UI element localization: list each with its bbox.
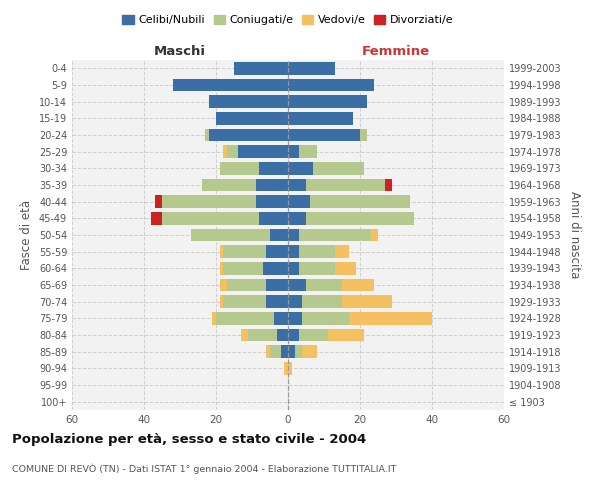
Bar <box>223 296 266 308</box>
Bar <box>209 96 288 108</box>
Bar <box>288 112 353 124</box>
Bar <box>266 296 288 308</box>
Bar <box>270 229 288 241</box>
Bar <box>263 262 288 274</box>
Bar <box>349 312 432 324</box>
Bar <box>288 346 295 358</box>
Bar <box>299 262 335 274</box>
Text: Maschi: Maschi <box>154 44 206 58</box>
Bar <box>288 296 302 308</box>
Bar <box>212 312 216 324</box>
Bar <box>288 212 306 224</box>
Bar <box>288 129 360 141</box>
Bar <box>256 196 288 208</box>
Bar <box>299 246 335 258</box>
Bar <box>162 196 256 208</box>
Bar <box>220 162 259 174</box>
Bar <box>259 162 288 174</box>
Bar <box>284 362 288 374</box>
Bar <box>299 229 371 241</box>
Bar <box>313 162 364 174</box>
Legend: Celibi/Nubili, Coniugati/e, Vedovi/e, Divorziati/e: Celibi/Nubili, Coniugati/e, Vedovi/e, Di… <box>118 10 458 30</box>
Bar <box>277 329 288 341</box>
Bar <box>295 346 302 358</box>
Bar <box>288 246 299 258</box>
Bar <box>310 196 410 208</box>
Bar <box>302 346 317 358</box>
Bar <box>270 346 281 358</box>
Bar <box>281 346 288 358</box>
Bar <box>205 129 209 141</box>
Bar <box>223 246 266 258</box>
Bar <box>288 362 292 374</box>
Bar <box>342 296 392 308</box>
Bar <box>220 262 223 274</box>
Bar <box>266 279 288 291</box>
Bar <box>266 246 288 258</box>
Bar <box>288 179 306 192</box>
Bar <box>288 279 306 291</box>
Bar <box>335 262 356 274</box>
Bar <box>151 212 162 224</box>
Bar <box>220 279 227 291</box>
Bar <box>155 196 162 208</box>
Bar <box>202 179 256 192</box>
Text: Femmine: Femmine <box>362 44 430 58</box>
Bar <box>288 162 313 174</box>
Bar <box>342 279 374 291</box>
Bar <box>306 212 414 224</box>
Bar <box>162 212 259 224</box>
Bar <box>274 312 288 324</box>
Bar <box>328 329 364 341</box>
Bar <box>256 179 288 192</box>
Bar <box>288 62 335 74</box>
Bar <box>248 329 277 341</box>
Bar <box>288 262 299 274</box>
Bar <box>385 179 392 192</box>
Bar <box>306 279 342 291</box>
Bar <box>299 329 328 341</box>
Bar <box>173 79 288 92</box>
Bar <box>288 79 374 92</box>
Bar <box>238 146 288 158</box>
Bar <box>241 329 248 341</box>
Text: COMUNE DI REVÒ (TN) - Dati ISTAT 1° gennaio 2004 - Elaborazione TUTTITALIA.IT: COMUNE DI REVÒ (TN) - Dati ISTAT 1° genn… <box>12 464 397 474</box>
Y-axis label: Fasce di età: Fasce di età <box>20 200 33 270</box>
Bar <box>306 179 385 192</box>
Bar <box>220 246 223 258</box>
Bar <box>288 312 302 324</box>
Bar <box>299 146 317 158</box>
Bar <box>223 146 227 158</box>
Bar <box>288 329 299 341</box>
Bar <box>227 279 266 291</box>
Bar <box>360 129 367 141</box>
Bar <box>288 146 299 158</box>
Bar <box>216 312 274 324</box>
Bar <box>220 296 223 308</box>
Y-axis label: Anni di nascita: Anni di nascita <box>568 192 581 278</box>
Text: Popolazione per età, sesso e stato civile - 2004: Popolazione per età, sesso e stato civil… <box>12 432 366 446</box>
Bar <box>191 229 270 241</box>
Bar <box>227 146 238 158</box>
Bar <box>335 246 349 258</box>
Bar <box>216 112 288 124</box>
Bar <box>302 296 342 308</box>
Bar <box>371 229 378 241</box>
Bar <box>302 312 349 324</box>
Bar <box>288 229 299 241</box>
Bar <box>234 62 288 74</box>
Bar <box>288 96 367 108</box>
Bar <box>223 262 263 274</box>
Bar <box>288 196 310 208</box>
Bar <box>259 212 288 224</box>
Bar <box>209 129 288 141</box>
Bar <box>266 346 270 358</box>
